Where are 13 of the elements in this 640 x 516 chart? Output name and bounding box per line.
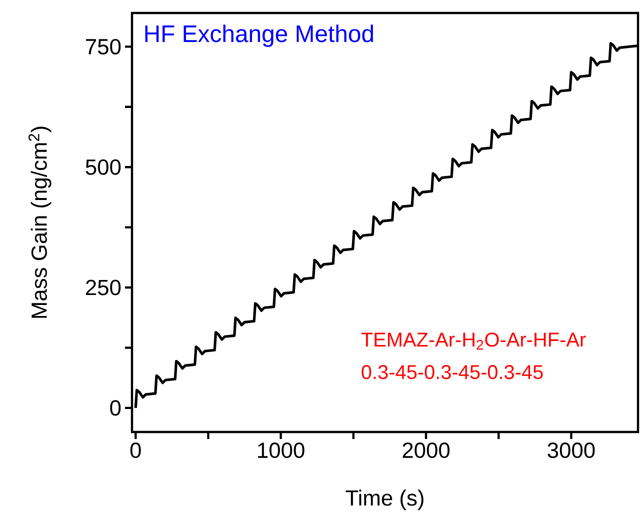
y-tick-label: 0 <box>110 400 121 416</box>
y-tick-label: 250 <box>86 280 121 296</box>
x-axis-title: Time (s) <box>346 490 424 510</box>
annotation: 0.3-45-0.3-45-0.3-45 <box>362 365 543 380</box>
x-tick-label: 2000 <box>402 442 450 458</box>
x-tick-label: 0 <box>130 442 141 458</box>
annotation: HF Exchange Method <box>145 24 373 47</box>
y-tick-label: 750 <box>86 38 121 54</box>
y-tick-label: 500 <box>86 159 121 175</box>
annotation: TEMAZ-Ar-H$_{2}$O-Ar-HF-Ar <box>361 332 586 350</box>
x-tick-label: 1000 <box>258 442 304 458</box>
x-tick-label: 3000 <box>548 442 595 458</box>
y-axis-title: Mass Gain (ng/cm$^{2}$) <box>28 126 52 318</box>
